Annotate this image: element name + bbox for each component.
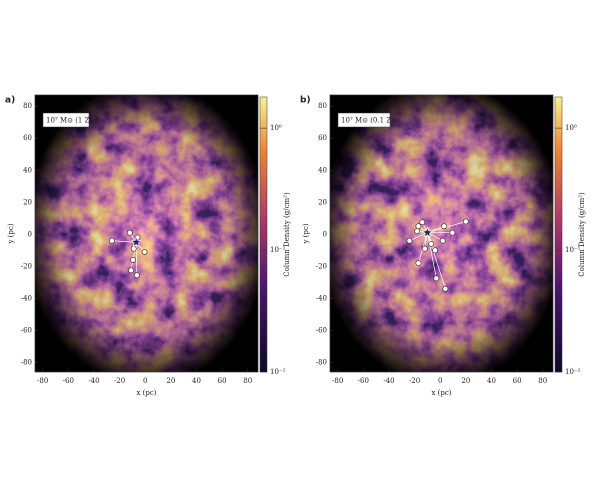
colorbar-tick-label: 10⁻¹ bbox=[565, 246, 581, 254]
colorbar-label: Column Density (g/cm²) bbox=[578, 192, 586, 277]
x-tick-label: 40 bbox=[487, 377, 496, 385]
colorbar-tick-label: 10⁻¹ bbox=[270, 246, 286, 254]
y-tick-label: -20 bbox=[21, 262, 32, 270]
x-tick-label: 60 bbox=[513, 377, 522, 385]
cluster-point bbox=[415, 260, 422, 267]
y-tick-label: -60 bbox=[316, 326, 327, 334]
density-map bbox=[35, 95, 258, 372]
cluster-point bbox=[414, 228, 421, 234]
y-tick-label: 20 bbox=[23, 198, 32, 206]
x-tick-label: -20 bbox=[409, 377, 420, 385]
x-tick-label: 0 bbox=[143, 377, 147, 385]
colorbar bbox=[259, 96, 268, 373]
cluster-point bbox=[126, 229, 133, 236]
density-map bbox=[330, 95, 553, 372]
cluster-point bbox=[462, 218, 469, 225]
cluster-point bbox=[130, 245, 137, 252]
x-tick-label: -20 bbox=[114, 377, 125, 385]
cluster-point bbox=[133, 272, 140, 279]
panel-label: b) bbox=[300, 96, 311, 106]
colorbar bbox=[554, 96, 563, 373]
annotation: 10⁷ M⊙ (1 Z⊙) bbox=[46, 117, 98, 125]
x-tick-label: -60 bbox=[358, 377, 369, 385]
cluster-point bbox=[406, 237, 413, 244]
plot-frame bbox=[329, 94, 554, 373]
y-tick-label: -20 bbox=[316, 262, 327, 270]
connector bbox=[409, 232, 428, 242]
y-tick-label: 80 bbox=[23, 102, 32, 110]
y-tick-label: 60 bbox=[23, 134, 32, 142]
cluster-point bbox=[433, 275, 440, 282]
x-tick-label: 20 bbox=[461, 377, 470, 385]
cluster-point bbox=[108, 237, 115, 244]
panel-label: a) bbox=[5, 96, 15, 106]
cluster-point bbox=[141, 249, 148, 255]
x-tick-label: 80 bbox=[538, 377, 547, 385]
center-star bbox=[421, 226, 433, 238]
x-tick-label: -60 bbox=[63, 377, 74, 385]
y-tick-label: -80 bbox=[21, 358, 32, 366]
cluster-point bbox=[441, 223, 447, 230]
connector bbox=[111, 240, 137, 243]
y-tick-label: 0 bbox=[28, 230, 32, 238]
colorbar-tick-label: 10⁰ bbox=[270, 124, 282, 132]
cluster-point bbox=[419, 219, 426, 226]
colorbar-tick-label: 10⁻² bbox=[270, 368, 286, 376]
y-tick-label: 0 bbox=[323, 230, 327, 238]
x-tick-label: -40 bbox=[383, 377, 394, 385]
connector bbox=[427, 232, 437, 279]
cluster-point bbox=[130, 257, 136, 263]
x-tick-label: 80 bbox=[243, 377, 252, 385]
y-tick-label: 60 bbox=[318, 134, 327, 142]
y-tick-label: -40 bbox=[316, 294, 327, 302]
x-axis-label: x (pc) bbox=[136, 389, 156, 397]
cluster-point bbox=[442, 285, 449, 292]
x-tick-label: -40 bbox=[88, 377, 99, 385]
colorbar-label: Column Density (g/cm²) bbox=[283, 192, 291, 277]
y-tick-label: -60 bbox=[21, 326, 32, 334]
y-axis-label: y (pc) bbox=[7, 223, 15, 244]
center-star bbox=[130, 236, 142, 248]
x-tick-label: 20 bbox=[166, 377, 175, 385]
y-tick-label: 80 bbox=[318, 102, 327, 110]
cluster-point bbox=[449, 229, 456, 236]
y-tick-label: 20 bbox=[318, 198, 327, 206]
y-tick-label: 40 bbox=[318, 166, 327, 174]
x-tick-label: -80 bbox=[37, 377, 48, 385]
x-tick-label: 0 bbox=[438, 377, 442, 385]
annotation: 10⁷ M⊙ (0.1 Z⊙) bbox=[341, 117, 400, 125]
cluster-point bbox=[428, 241, 435, 247]
cluster-point bbox=[432, 247, 438, 254]
colorbar-tick-label: 10⁰ bbox=[565, 124, 577, 132]
plot-frame bbox=[34, 94, 259, 373]
annotation-box bbox=[42, 112, 90, 128]
x-axis-label: x (pc) bbox=[431, 389, 451, 397]
cluster-point bbox=[421, 245, 428, 252]
x-tick-label: -80 bbox=[332, 377, 343, 385]
annotation-box bbox=[337, 112, 391, 128]
x-tick-label: 60 bbox=[218, 377, 227, 385]
colorbar-tick-label: 10⁻² bbox=[565, 368, 581, 376]
y-axis-label: y (pc) bbox=[302, 223, 310, 244]
cluster-point bbox=[439, 237, 446, 244]
cluster-point bbox=[415, 223, 422, 230]
cluster-point bbox=[128, 267, 135, 274]
y-tick-label: -80 bbox=[316, 358, 327, 366]
x-tick-label: 40 bbox=[192, 377, 201, 385]
y-tick-label: -40 bbox=[21, 294, 32, 302]
y-tick-label: 40 bbox=[23, 166, 32, 174]
